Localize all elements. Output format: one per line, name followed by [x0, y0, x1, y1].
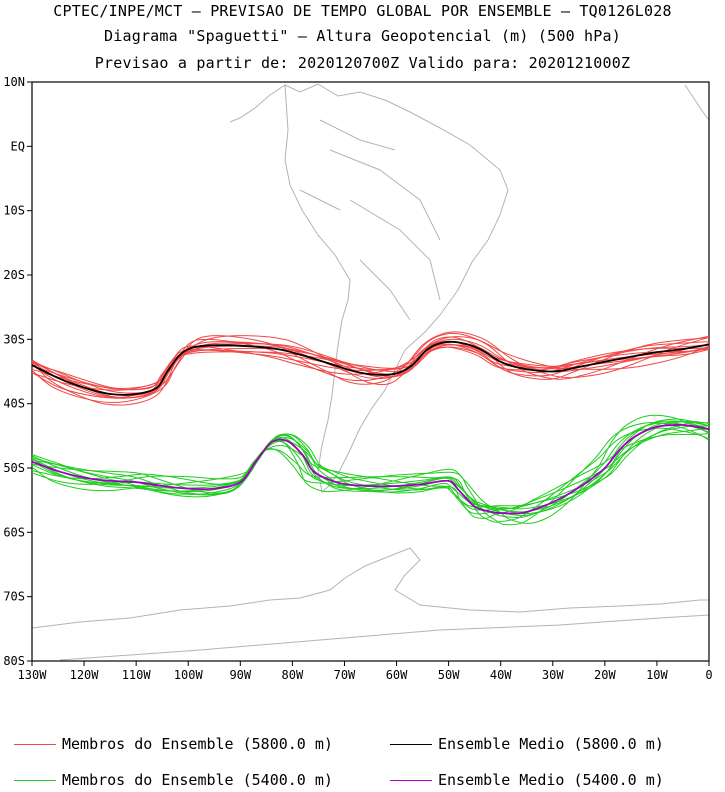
map-frame: [31, 81, 710, 662]
x-tick-label: 90W: [229, 668, 251, 682]
ensemble-member-line: [31, 420, 710, 516]
ensemble-member-line: [31, 422, 710, 518]
legend-item-mean-5400: Ensemble Medio (5400.0 m): [390, 771, 664, 789]
coastline-layer: [31, 83, 710, 661]
ensemble-mean-line: [31, 423, 710, 515]
africa-coastline: [684, 84, 710, 121]
x-tick-label: 40W: [490, 668, 512, 682]
ensemble-member-line: [31, 422, 710, 508]
ensemble-member-line: [31, 336, 710, 391]
ensemble-member-line: [31, 432, 710, 519]
x-tick-label: 120W: [70, 668, 100, 682]
ensemble-member-line: [31, 332, 710, 399]
ensemble-member-line: [31, 340, 710, 389]
y-tick-label: EQ: [11, 139, 25, 153]
x-tick-label: 110W: [122, 668, 152, 682]
antarctica-coastline: [31, 547, 710, 661]
legend-swatch-mean-5400: [390, 779, 432, 781]
x-tick-label: 100W: [174, 668, 204, 682]
chart-validity: Previsao a partir de: 2020120700Z Valido…: [94, 54, 631, 72]
country-borders: [299, 119, 441, 321]
ensemble-member-line: [31, 343, 710, 391]
south-america-coastline: [284, 83, 509, 493]
x-tick-label: 60W: [386, 668, 408, 682]
legend-label-members-5800: Membros do Ensemble (5800.0 m): [62, 735, 333, 753]
central-america-coastline: [229, 84, 286, 123]
plot-border: [31, 81, 710, 662]
x-tick-label: 30W: [542, 668, 564, 682]
legend-swatch-members-5400: [14, 779, 56, 781]
axis-ticks-layer: 130W 120W 110W 100W 90W 80W 70W 60W 50W 40W 30W 20W…: [3, 75, 712, 682]
x-tick-label: 130W: [18, 668, 48, 682]
y-tick-label: 80S: [3, 654, 25, 668]
chart-title: CPTEC/INPE/MCT — PREVISAO DE TEMPO GLOBA…: [53, 2, 672, 20]
x-tick-label: 10W: [646, 668, 668, 682]
legend-label-mean-5400: Ensemble Medio (5400.0 m): [438, 771, 664, 789]
legend-item-members-5800: Membros do Ensemble (5800.0 m): [14, 735, 333, 753]
ensemble-member-line: [31, 414, 710, 524]
y-tick-label: 30S: [3, 332, 25, 346]
ensemble-member-line: [31, 335, 710, 406]
ensemble-member-line: [31, 421, 710, 526]
legend-swatch-members-5800: [14, 743, 56, 745]
legend-item-mean-5800: Ensemble Medio (5800.0 m): [390, 735, 664, 753]
y-tick-label: 10N: [3, 75, 25, 89]
ensemble-member-line: [31, 427, 710, 523]
y-tick-label: 40S: [3, 397, 25, 411]
ensemble-means-layer: [31, 340, 710, 515]
y-tick-label: 50S: [3, 461, 25, 475]
chart-subtitle: Diagrama "Spaguetti" — Altura Geopotenci…: [104, 27, 621, 45]
x-tick-label: 50W: [438, 668, 460, 682]
ensemble-member-line: [31, 420, 710, 510]
y-tick-label: 10S: [3, 204, 25, 218]
ensemble-member-line: [31, 420, 710, 513]
y-tick-label: 60S: [3, 525, 25, 539]
ensemble-member-line: [31, 425, 710, 511]
ensemble-member-line: [31, 428, 710, 515]
legend-swatch-mean-5800: [390, 743, 432, 745]
x-tick-label: 80W: [282, 668, 304, 682]
y-tick-label: 70S: [3, 590, 25, 604]
y-tick-label: 20S: [3, 268, 25, 282]
x-tick-label: 0: [705, 668, 712, 682]
legend-item-members-5400: Membros do Ensemble (5400.0 m): [14, 771, 333, 789]
legend-label-members-5400: Membros do Ensemble (5400.0 m): [62, 771, 333, 789]
ensemble-mean-line: [31, 340, 710, 396]
x-tick-label: 20W: [594, 668, 616, 682]
x-tick-label: 70W: [334, 668, 356, 682]
legend-label-mean-5800: Ensemble Medio (5800.0 m): [438, 735, 664, 753]
